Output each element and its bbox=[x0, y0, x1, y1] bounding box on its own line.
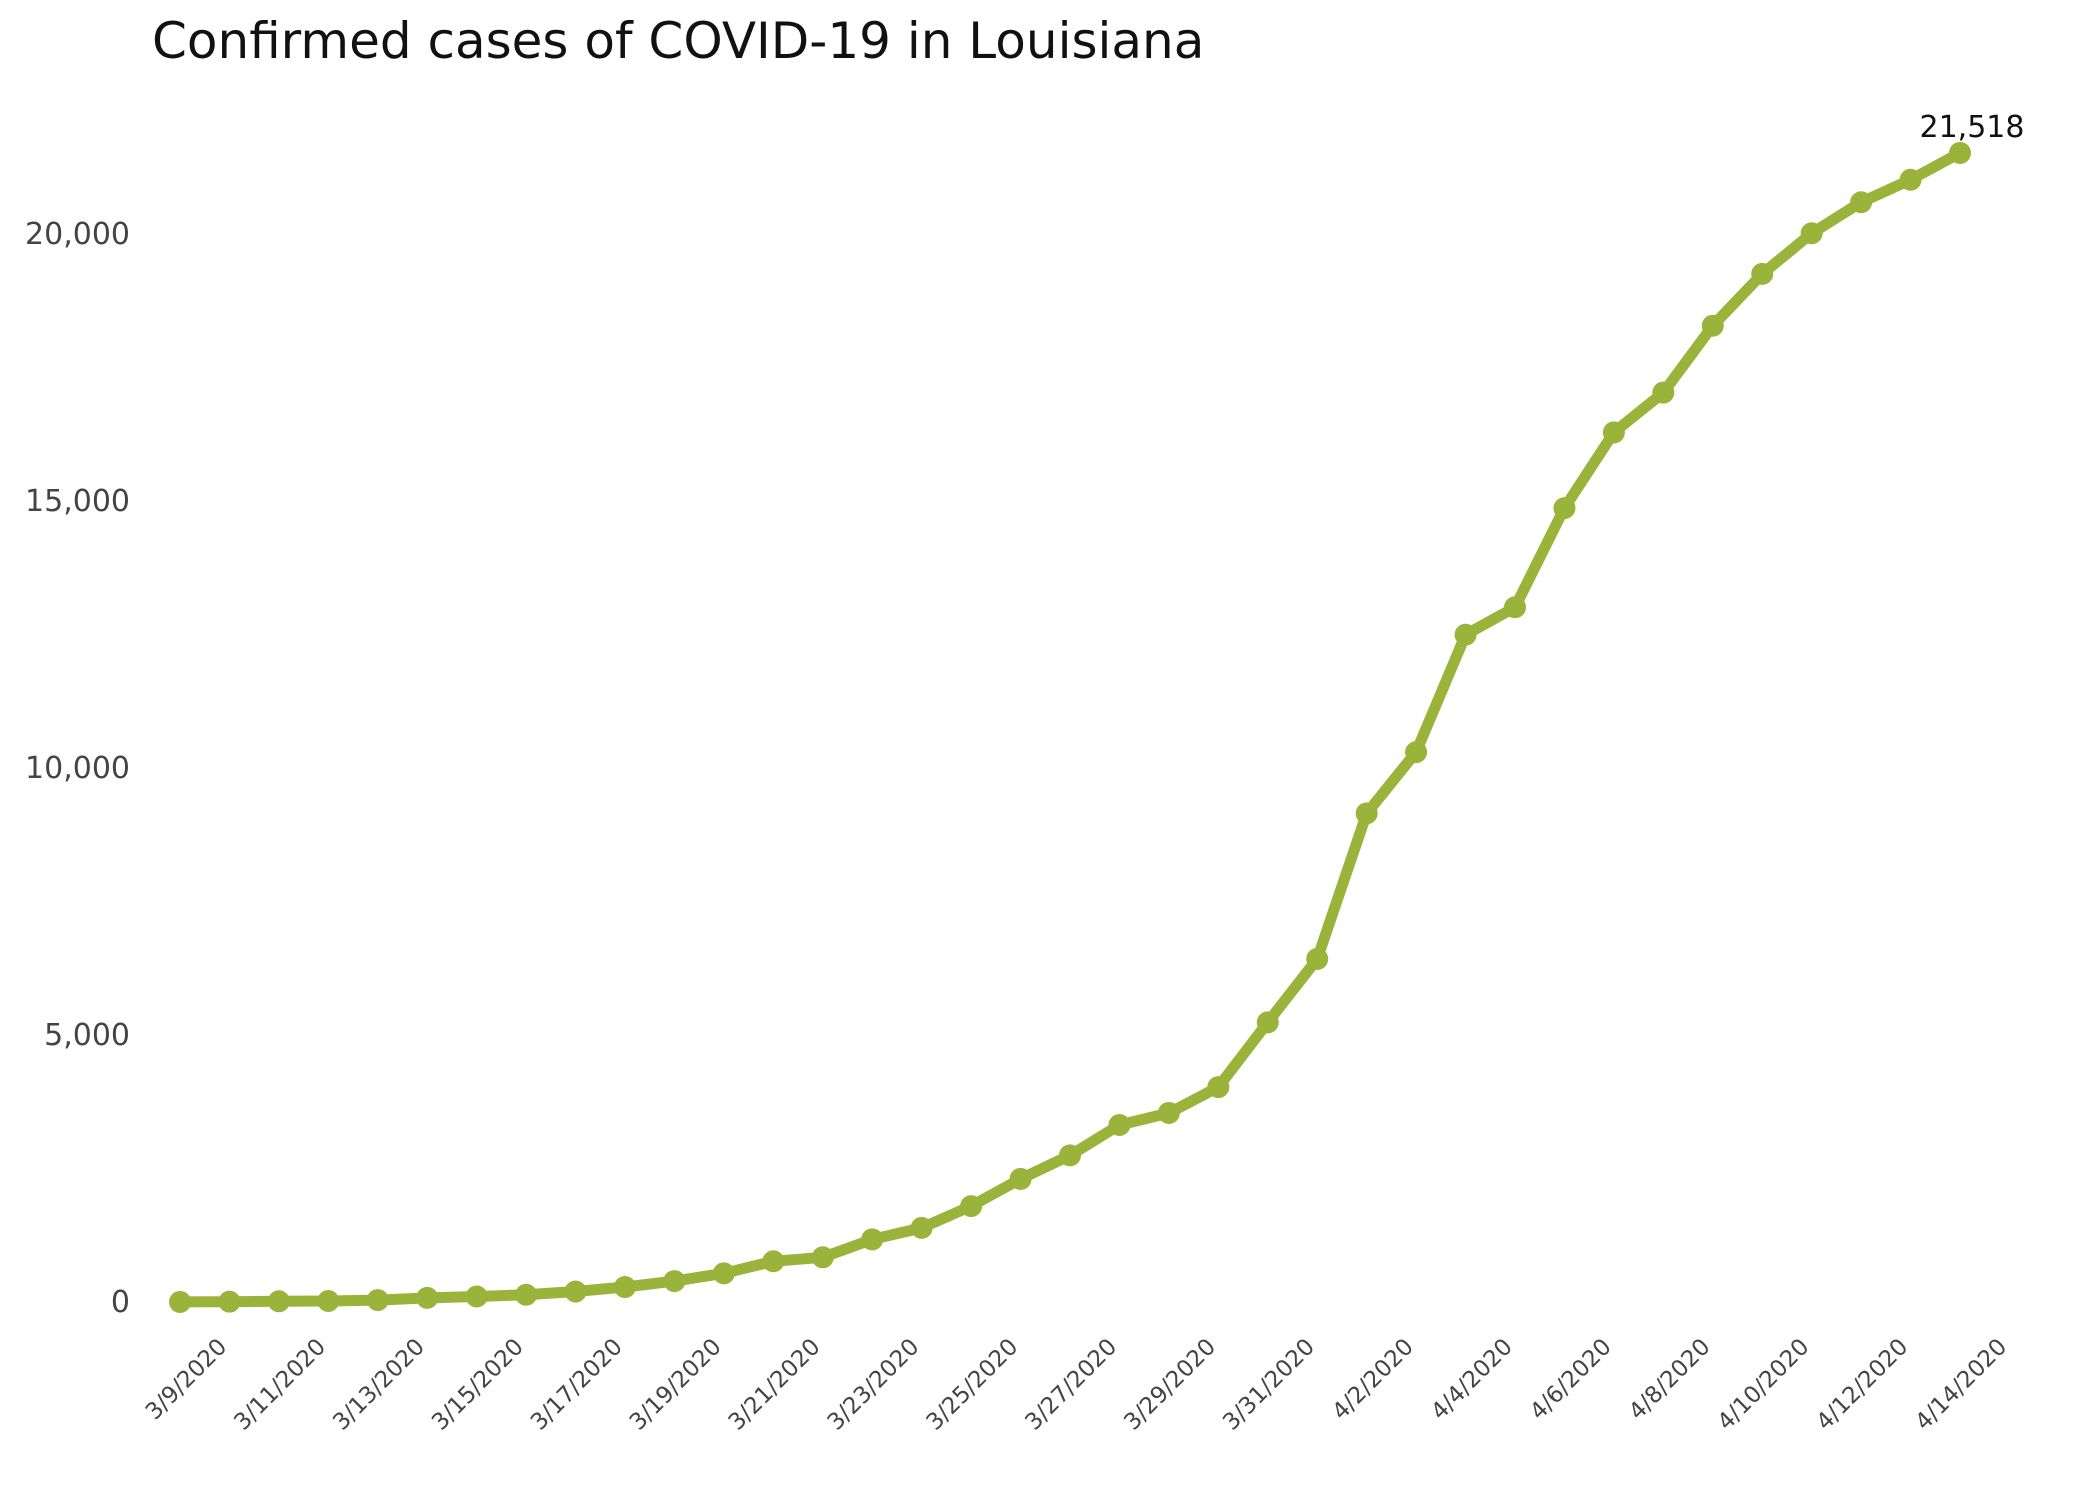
x-tick-label: 3/15/2020 bbox=[427, 1334, 529, 1436]
data-point bbox=[1751, 262, 1774, 285]
x-tick-label: 4/4/2020 bbox=[1426, 1334, 1517, 1425]
x-tick-label: 4/8/2020 bbox=[1624, 1334, 1715, 1425]
x-tick-label: 3/13/2020 bbox=[328, 1334, 430, 1436]
data-label: 21,518 bbox=[1920, 110, 2025, 145]
data-point bbox=[267, 1290, 290, 1313]
data-point bbox=[1009, 1167, 1032, 1190]
data-point bbox=[317, 1289, 340, 1312]
y-tick-label: 20,000 bbox=[25, 217, 130, 252]
data-point bbox=[1405, 741, 1428, 764]
data-label-layer: 21,518 bbox=[1920, 110, 2025, 145]
y-axis-tick-labels: 0 5,000 10,000 15,000 20,000 bbox=[25, 217, 130, 1320]
data-point bbox=[910, 1216, 933, 1239]
data-point bbox=[515, 1283, 538, 1306]
x-tick-label: 3/25/2020 bbox=[922, 1334, 1024, 1436]
data-point bbox=[960, 1195, 983, 1218]
x-tick-label: 3/27/2020 bbox=[1020, 1334, 1122, 1436]
x-tick-label: 3/31/2020 bbox=[1218, 1334, 1320, 1436]
x-tick-label: 4/6/2020 bbox=[1525, 1334, 1616, 1425]
data-point bbox=[663, 1270, 686, 1293]
data-point bbox=[1454, 623, 1477, 646]
x-tick-label: 4/2/2020 bbox=[1327, 1334, 1418, 1425]
data-point bbox=[1602, 421, 1625, 444]
x-tick-label: 3/17/2020 bbox=[526, 1334, 628, 1436]
data-point bbox=[712, 1262, 735, 1285]
x-tick-label: 4/12/2020 bbox=[1812, 1334, 1914, 1436]
data-point bbox=[416, 1286, 439, 1309]
x-tick-label: 3/29/2020 bbox=[1119, 1334, 1221, 1436]
data-point bbox=[861, 1228, 884, 1251]
data-point bbox=[1949, 141, 1971, 164]
data-point bbox=[366, 1289, 389, 1312]
x-tick-label: 3/21/2020 bbox=[724, 1334, 826, 1436]
data-point bbox=[1256, 1011, 1279, 1034]
x-tick-label: 3/9/2020 bbox=[141, 1334, 232, 1425]
y-tick-label: 5,000 bbox=[44, 1018, 130, 1053]
data-point bbox=[1850, 191, 1873, 214]
series-line bbox=[174, 147, 1966, 1308]
data-point bbox=[1306, 947, 1329, 970]
data-point bbox=[1899, 168, 1922, 191]
data-point bbox=[1157, 1101, 1180, 1124]
data-point bbox=[1059, 1144, 1081, 1167]
x-tick-label: 3/23/2020 bbox=[823, 1334, 925, 1436]
data-point bbox=[1504, 596, 1526, 619]
data-point bbox=[1701, 314, 1724, 337]
data-point bbox=[1355, 802, 1378, 825]
data-point bbox=[1553, 497, 1576, 520]
y-tick-label: 10,000 bbox=[25, 751, 130, 786]
chart-title: Confirmed cases of COVID-19 in Louisiana bbox=[152, 12, 1205, 70]
y-tick-label: 0 bbox=[111, 1285, 130, 1320]
data-point bbox=[811, 1246, 834, 1269]
data-point bbox=[564, 1280, 587, 1303]
data-point bbox=[1800, 222, 1823, 245]
data-point bbox=[1207, 1076, 1230, 1099]
x-tick-label: 4/14/2020 bbox=[1910, 1334, 2012, 1436]
data-point bbox=[169, 1290, 191, 1313]
y-tick-label: 15,000 bbox=[25, 484, 130, 519]
data-point bbox=[614, 1276, 636, 1299]
data-point bbox=[1108, 1113, 1131, 1136]
data-point bbox=[762, 1250, 785, 1273]
data-point bbox=[465, 1285, 488, 1308]
data-point bbox=[218, 1290, 241, 1313]
x-tick-label: 3/19/2020 bbox=[625, 1334, 727, 1436]
data-point bbox=[1652, 381, 1675, 404]
x-axis-tick-labels: 3/9/20203/11/20203/13/20203/15/20203/17/… bbox=[141, 1334, 2012, 1436]
x-tick-label: 4/10/2020 bbox=[1713, 1334, 1815, 1436]
x-tick-label: 3/11/2020 bbox=[229, 1334, 331, 1436]
series-layer bbox=[169, 141, 1971, 1313]
